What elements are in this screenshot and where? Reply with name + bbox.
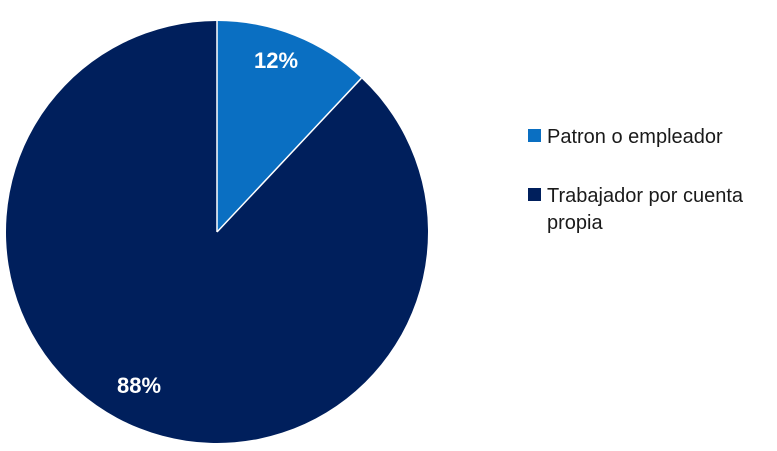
pie-slices	[6, 21, 429, 443]
pie-data-labels: 12% 88%	[117, 48, 298, 398]
legend-label-trabajador: Trabajador por cuenta propia	[547, 185, 744, 234]
legend: Patron o empleador Trabajador por cuenta…	[528, 124, 776, 269]
pie-data-label-1: 88%	[117, 373, 161, 398]
legend-item-trabajador: Trabajador por cuenta propia	[528, 183, 776, 237]
slice-separator-1	[216, 77, 362, 233]
legend-item-patron: Patron o empleador	[528, 124, 776, 151]
legend-label-patron: Patron o empleador	[547, 126, 723, 148]
pie-slice-0	[217, 21, 362, 232]
legend-swatch-patron	[528, 129, 541, 142]
pie-data-label-0: 12%	[254, 48, 298, 73]
legend-swatch-trabajador	[528, 188, 541, 201]
